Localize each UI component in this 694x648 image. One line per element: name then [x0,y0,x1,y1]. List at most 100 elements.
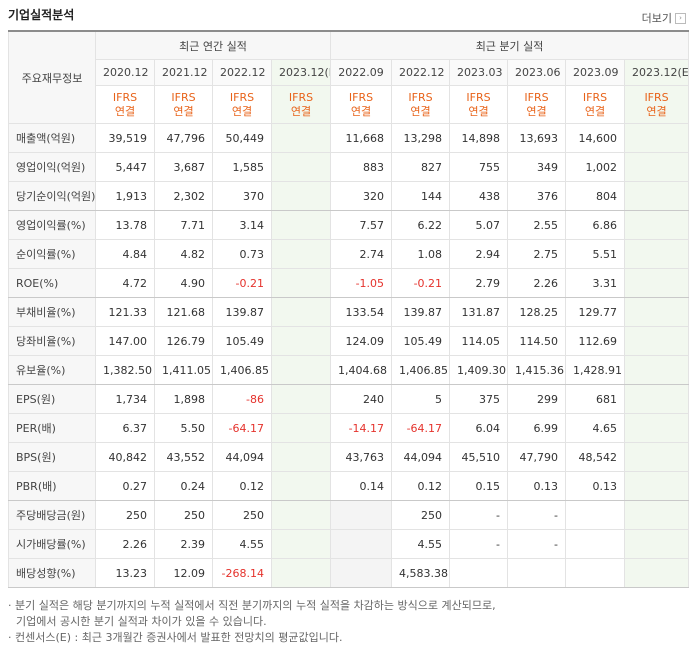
standard: IFRS [171,90,196,104]
period-header: 2022.12 [212,59,272,86]
value-cell: 5.07 [449,210,509,240]
value-cell: 0.15 [449,471,509,501]
data-row: 당좌비율(%) 147.00 126.79 105.49 124.09 105.49 114… [8,326,690,356]
bullet: · [8,631,15,644]
value-cell: 6.86 [565,210,626,240]
value-cell: 1,734 [95,384,155,414]
value-cell [565,500,626,530]
value-cell [270,210,332,240]
value-cell [624,558,690,588]
value-cell [330,500,393,530]
standard-header: IFRS 연결 [270,85,332,124]
value-cell: 370 [212,181,272,211]
value-cell: 4.84 [95,239,155,269]
more-text[interactable]: 더보기 [641,12,672,25]
value-cell: 139.87 [212,297,272,327]
value-cell [624,471,690,501]
value-cell [270,442,332,472]
value-cell: 883 [330,152,393,182]
value-cell: 14,898 [449,123,509,153]
value-cell: 11,668 [330,123,393,153]
value-cell: 5,447 [95,152,155,182]
section-title: 기업실적분석 [8,8,75,22]
bullet: · [8,599,15,612]
value-cell: 147.00 [95,326,155,356]
value-cell: 0.14 [330,471,393,501]
more-link[interactable]: 더보기 › [642,10,686,26]
value-cell: 39,519 [95,123,155,153]
standard-header: IFRS 연결 [95,85,155,124]
value-cell: -64.17 [391,413,451,443]
value-cell: 1,585 [212,152,272,182]
value-cell: 48,542 [565,442,626,472]
basis: 연결 [410,104,431,118]
value-cell: 40,842 [95,442,155,472]
value-cell: 6.04 [449,413,509,443]
basis: 연결 [231,104,253,118]
value-cell: 1,428.91 [565,355,626,385]
value-cell: 47,790 [507,442,567,472]
value-cell [330,529,393,559]
value-cell: 1,406.85 [212,355,272,385]
value-cell [507,558,567,588]
value-cell: 121.68 [154,297,213,327]
value-cell [624,529,690,559]
value-cell [624,500,690,530]
value-cell: -0.21 [391,268,451,298]
value-cell: 105.49 [212,326,272,356]
basis: 연결 [114,104,136,118]
value-cell: 438 [449,181,509,211]
row-label: BPS(원) [8,442,96,472]
value-cell: 45,510 [449,442,509,472]
value-cell: 1,406.85 [391,355,451,385]
value-cell: 1,382.50 [95,355,155,385]
value-cell: 105.49 [391,326,451,356]
value-cell: 349 [507,152,567,182]
basis: 연결 [584,104,606,118]
value-cell: 250 [391,500,451,530]
value-cell: 1,898 [154,384,213,414]
value-cell: - [507,500,567,530]
basis: 연결 [468,104,489,118]
value-cell: 13,693 [507,123,567,153]
row-label: 영업이익률(%) [8,210,96,240]
value-cell: 4.72 [95,268,155,298]
standard-row: IFRS 연결 IFRS 연결 IFRS 연결 IFRS 연결 IFRS 연결 IFRS 연결 IFRS… [9,85,690,124]
row-label: 당기순이익(억원) [8,181,96,211]
value-cell: 133.54 [330,297,393,327]
value-cell [624,297,690,327]
standard-header: IFRS 연결 [624,85,690,124]
value-cell: 1,404.68 [330,355,393,385]
value-cell: 2.79 [449,268,509,298]
value-cell: 3,687 [154,152,213,182]
value-cell: 4.55 [212,529,272,559]
value-cell: 4.65 [565,413,626,443]
value-cell: 14,600 [565,123,626,153]
value-cell: 7.57 [330,210,393,240]
value-cell: 0.13 [565,471,626,501]
data-row: BPS(원) 40,842 43,552 44,094 43,763 44,094 45,5… [8,442,690,472]
data-row: PER(배) 6.37 5.50 -64.17 -14.17 -64.17 6.04 6.99… [8,413,690,443]
value-cell [565,529,626,559]
data-row: 부채비율(%) 121.33 121.68 139.87 133.54 139.87 131… [8,297,690,327]
period-row: 2020.122021.122022.122023.12(E)2022.0920… [9,59,690,86]
value-cell [270,239,332,269]
standard: IFRS [288,90,314,104]
data-row: 시가배당률(%) 2.26 2.39 4.55 4.55- - [8,529,690,559]
value-cell: 0.12 [212,471,272,501]
data-row: 당기순이익(억원) 1,913 2,302 370 320 144 438 376 804 [8,181,690,211]
value-cell: 126.79 [154,326,213,356]
value-cell: 2.94 [449,239,509,269]
row-label: 부채비율(%) [8,297,96,327]
value-cell: 1,409.30 [449,355,509,385]
more-icon[interactable]: › [675,12,686,24]
note-line: 기업에서 공시한 분기 실적과 차이가 있을 수 있습니다. [8,614,496,630]
value-cell: 131.87 [449,297,509,327]
value-cell: 124.09 [330,326,393,356]
value-cell: 1,002 [565,152,626,182]
value-cell: 755 [449,152,509,182]
section-header: 최근 분기 실적 [330,30,690,60]
value-cell: 250 [154,500,213,530]
row-label: 영업이익(억원) [8,152,96,182]
data-row: PBR(배) 0.27 0.24 0.12 0.14 0.12 0.15 0.13 0.13 [8,471,690,501]
